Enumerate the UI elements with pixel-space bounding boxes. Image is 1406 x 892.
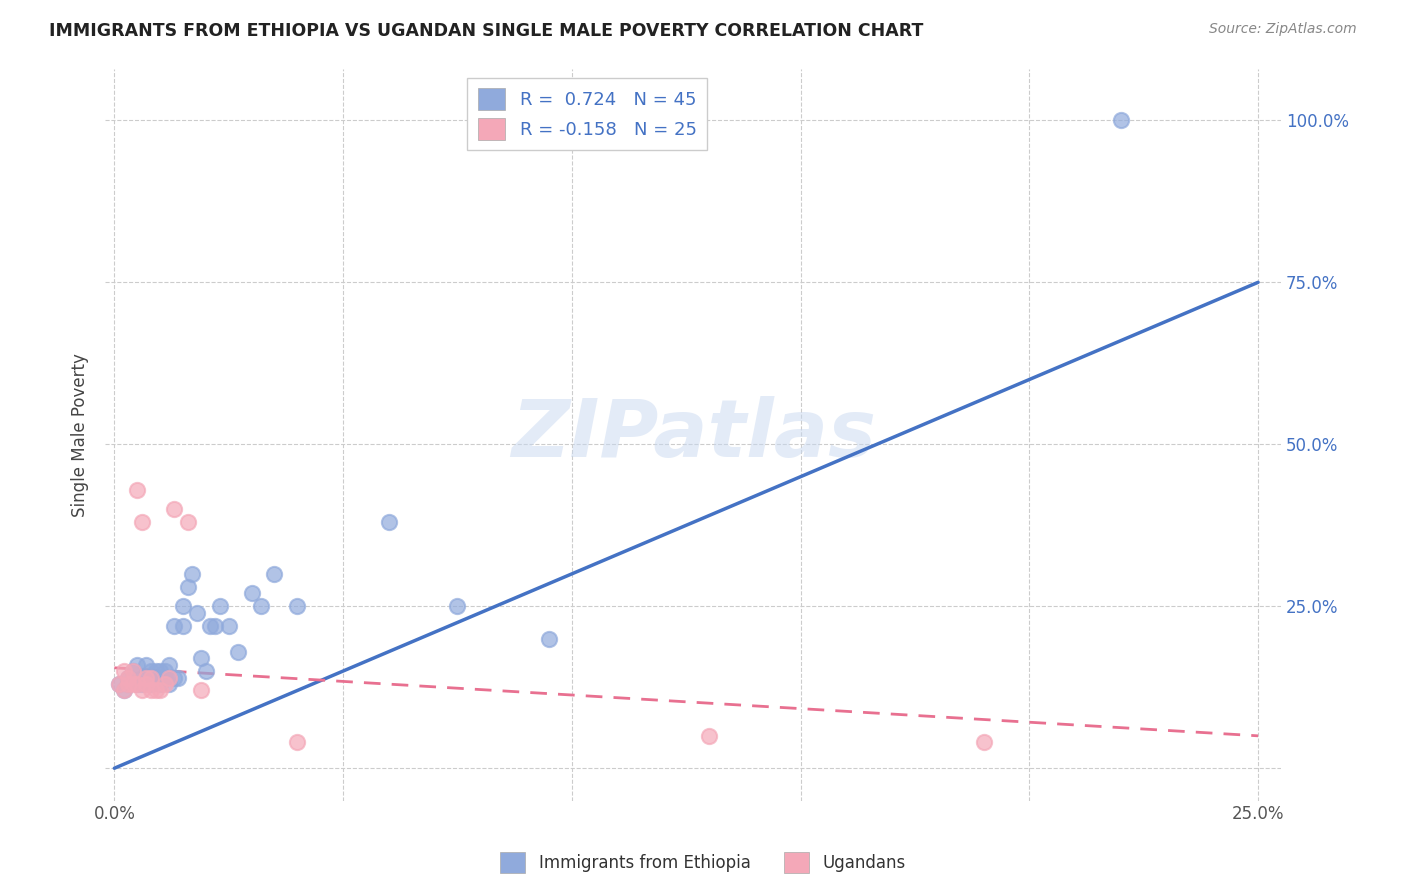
Point xyxy=(973,735,995,749)
Point xyxy=(176,580,198,594)
Point xyxy=(190,683,212,698)
Point xyxy=(176,515,198,529)
Point xyxy=(131,683,153,698)
Point xyxy=(131,515,153,529)
Legend: Immigrants from Ethiopia, Ugandans: Immigrants from Ethiopia, Ugandans xyxy=(494,846,912,880)
Point xyxy=(149,683,172,698)
Point xyxy=(127,677,149,691)
Point xyxy=(285,599,308,614)
Point xyxy=(167,671,190,685)
Point xyxy=(112,683,135,698)
Point xyxy=(153,677,176,691)
Point xyxy=(127,677,149,691)
Point xyxy=(135,677,157,691)
Point xyxy=(149,664,172,678)
Point xyxy=(149,677,172,691)
Point xyxy=(172,599,194,614)
Point xyxy=(121,664,143,678)
Y-axis label: Single Male Poverty: Single Male Poverty xyxy=(72,352,89,516)
Point xyxy=(163,502,186,516)
Point xyxy=(139,677,162,691)
Point xyxy=(117,677,139,691)
Point xyxy=(263,566,285,581)
Point xyxy=(108,677,131,691)
Point xyxy=(145,664,167,678)
Point xyxy=(131,677,153,691)
Point xyxy=(186,606,208,620)
Point xyxy=(117,677,139,691)
Point xyxy=(172,618,194,632)
Text: Source: ZipAtlas.com: Source: ZipAtlas.com xyxy=(1209,22,1357,37)
Point xyxy=(157,657,180,672)
Point xyxy=(139,683,162,698)
Point xyxy=(131,671,153,685)
Point xyxy=(208,599,231,614)
Point xyxy=(240,586,263,600)
Point xyxy=(139,664,162,678)
Point xyxy=(204,618,226,632)
Point xyxy=(108,677,131,691)
Point xyxy=(285,735,308,749)
Point xyxy=(112,664,135,678)
Point xyxy=(446,599,468,614)
Point xyxy=(249,599,271,614)
Point xyxy=(200,618,222,632)
Point xyxy=(121,664,143,678)
Point xyxy=(157,671,180,685)
Point xyxy=(117,671,139,685)
Point xyxy=(1109,113,1132,128)
Legend: R =  0.724   N = 45, R = -0.158   N = 25: R = 0.724 N = 45, R = -0.158 N = 25 xyxy=(467,78,707,151)
Point xyxy=(537,632,560,646)
Point xyxy=(226,645,249,659)
Point xyxy=(697,729,720,743)
Point xyxy=(112,683,135,698)
Point xyxy=(218,618,240,632)
Point xyxy=(127,483,149,497)
Point xyxy=(157,677,180,691)
Point xyxy=(127,657,149,672)
Point xyxy=(153,671,176,685)
Point xyxy=(378,515,401,529)
Point xyxy=(149,671,172,685)
Point xyxy=(163,671,186,685)
Point xyxy=(135,657,157,672)
Point xyxy=(121,677,143,691)
Text: ZIPatlas: ZIPatlas xyxy=(510,395,876,474)
Point xyxy=(153,664,176,678)
Text: IMMIGRANTS FROM ETHIOPIA VS UGANDAN SINGLE MALE POVERTY CORRELATION CHART: IMMIGRANTS FROM ETHIOPIA VS UGANDAN SING… xyxy=(49,22,924,40)
Point xyxy=(135,671,157,685)
Point xyxy=(190,651,212,665)
Point xyxy=(139,671,162,685)
Point xyxy=(163,618,186,632)
Point xyxy=(181,566,204,581)
Point xyxy=(194,664,217,678)
Point xyxy=(135,671,157,685)
Point xyxy=(117,671,139,685)
Point xyxy=(145,683,167,698)
Point xyxy=(145,671,167,685)
